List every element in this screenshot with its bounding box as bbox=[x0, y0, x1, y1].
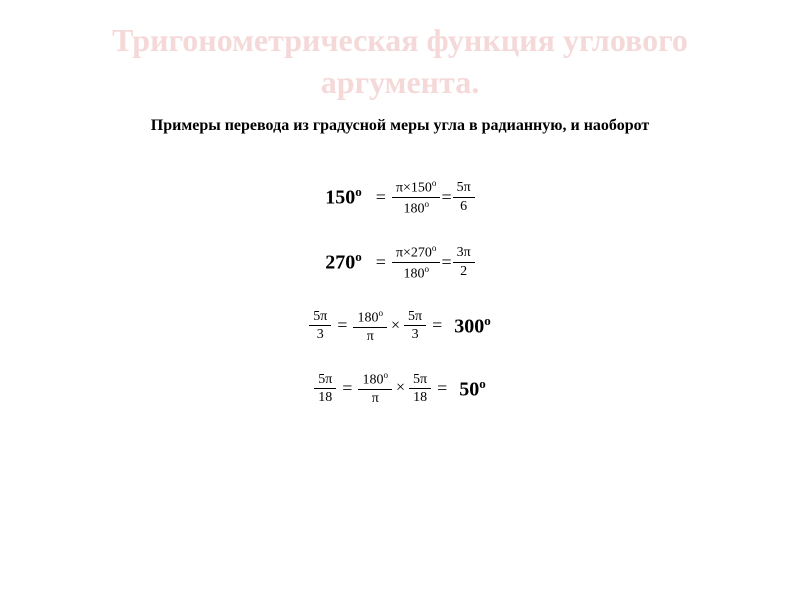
fraction-denominator: 2 bbox=[456, 263, 471, 279]
fraction-numerator: 5π bbox=[453, 180, 475, 197]
fraction-lhs: 5π 18 bbox=[314, 372, 336, 406]
fraction: 5π 6 bbox=[453, 180, 475, 214]
fraction-numerator: 5π bbox=[314, 372, 336, 389]
fraction-lhs: 5π 3 bbox=[309, 309, 331, 343]
fraction-denominator: π bbox=[363, 328, 378, 344]
equations-block: 150о = π×150о 180о = 5π 6 270о = π×270о … bbox=[40, 178, 760, 407]
fraction-denominator: 18 bbox=[409, 389, 431, 405]
fraction-denominator: 3 bbox=[313, 326, 328, 342]
fraction: 5π 18 bbox=[409, 372, 431, 406]
equals-sign: = bbox=[337, 315, 347, 336]
equation-result: 300о bbox=[454, 313, 491, 339]
fraction: 180о π bbox=[353, 308, 387, 344]
fraction-numerator: 180о bbox=[353, 308, 387, 328]
equals-sign: = bbox=[376, 187, 386, 208]
equals-sign: = bbox=[441, 187, 451, 208]
fraction: π×150о 180о bbox=[392, 178, 441, 217]
fraction-denominator: 3 bbox=[408, 326, 423, 342]
fraction-numerator: 3π bbox=[453, 245, 475, 262]
fraction-numerator: π×150о bbox=[392, 178, 441, 198]
equals-sign: = bbox=[441, 252, 451, 273]
times-sign: × bbox=[396, 379, 405, 397]
equals-sign: = bbox=[376, 252, 386, 273]
fraction-denominator: π bbox=[368, 390, 383, 406]
times-sign: × bbox=[391, 317, 400, 335]
fraction: 5π 3 bbox=[404, 309, 426, 343]
page-subtitle: Примеры перевода из градусной меры угла … bbox=[40, 115, 760, 137]
equals-sign: = bbox=[432, 315, 442, 336]
fraction-numerator: 5π bbox=[404, 309, 426, 326]
fraction-denominator: 18 bbox=[314, 389, 336, 405]
equation-row: 150о = π×150о 180о = 5π 6 bbox=[325, 178, 474, 217]
page-title: Тригонометрическая функция углового аргу… bbox=[40, 20, 760, 103]
fraction-denominator: 180о bbox=[399, 263, 433, 282]
fraction: 180о π bbox=[358, 370, 392, 406]
equals-sign: = bbox=[342, 378, 352, 399]
fraction-denominator: 6 bbox=[456, 198, 471, 214]
fraction-denominator: 180о bbox=[399, 198, 433, 217]
equation-result: 50о bbox=[459, 376, 486, 402]
fraction: 3π 2 bbox=[453, 245, 475, 279]
equation-row: 270о = π×270о 180о = 3π 2 bbox=[325, 243, 474, 282]
fraction-numerator: 180о bbox=[358, 370, 392, 390]
fraction: π×270о 180о bbox=[392, 243, 441, 282]
fraction-numerator: 5π bbox=[409, 372, 431, 389]
equation-row: 5π 18 = 180о π × 5π 18 = 50о bbox=[314, 370, 486, 406]
equation-lhs: 150о bbox=[325, 184, 362, 210]
equation-row: 5π 3 = 180о π × 5π 3 = 300о bbox=[309, 308, 491, 344]
equation-lhs: 270о bbox=[325, 249, 362, 275]
fraction-numerator: π×270о bbox=[392, 243, 441, 263]
equals-sign: = bbox=[437, 378, 447, 399]
fraction-numerator: 5π bbox=[309, 309, 331, 326]
